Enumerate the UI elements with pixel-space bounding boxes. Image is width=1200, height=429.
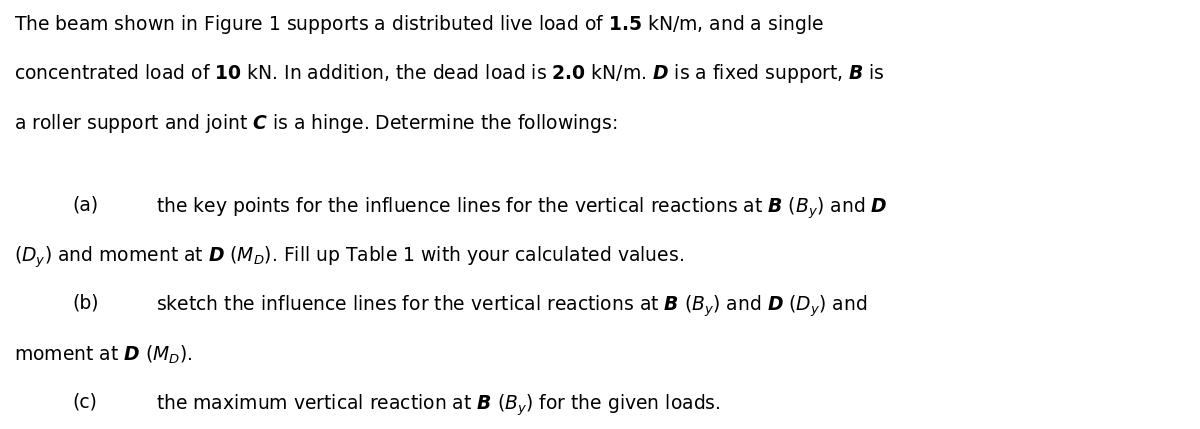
Text: (a): (a) xyxy=(72,195,98,214)
Text: the key points for the influence lines for the vertical reactions at $\boldsymbo: the key points for the influence lines f… xyxy=(156,195,888,221)
Text: The beam shown in Figure 1 supports a distributed live load of $\mathbf{1.5}$ kN: The beam shown in Figure 1 supports a di… xyxy=(14,13,824,36)
Text: ($\boldsymbol{D_y}$) and moment at $\boldsymbol{D}$ ($\boldsymbol{M_D}$). Fill u: ($\boldsymbol{D_y}$) and moment at $\bol… xyxy=(14,245,684,270)
Text: concentrated load of $\mathbf{10}$ kN. In addition, the dead load is $\mathbf{2.: concentrated load of $\mathbf{10}$ kN. I… xyxy=(14,62,886,85)
Text: moment at $\boldsymbol{D}$ ($\boldsymbol{M_D}$).: moment at $\boldsymbol{D}$ ($\boldsymbol… xyxy=(14,343,193,366)
Text: sketch the influence lines for the vertical reactions at $\boldsymbol{B}$ ($\bol: sketch the influence lines for the verti… xyxy=(156,294,868,319)
Text: the maximum vertical reaction at $\boldsymbol{B}$ ($\boldsymbol{B_y}$) for the g: the maximum vertical reaction at $\bolds… xyxy=(156,393,720,418)
Text: a roller support and joint $\boldsymbol{C}$ is a hinge. Determine the followings: a roller support and joint $\boldsymbol{… xyxy=(14,112,618,135)
Text: (c): (c) xyxy=(72,393,97,411)
Text: (b): (b) xyxy=(72,294,98,313)
